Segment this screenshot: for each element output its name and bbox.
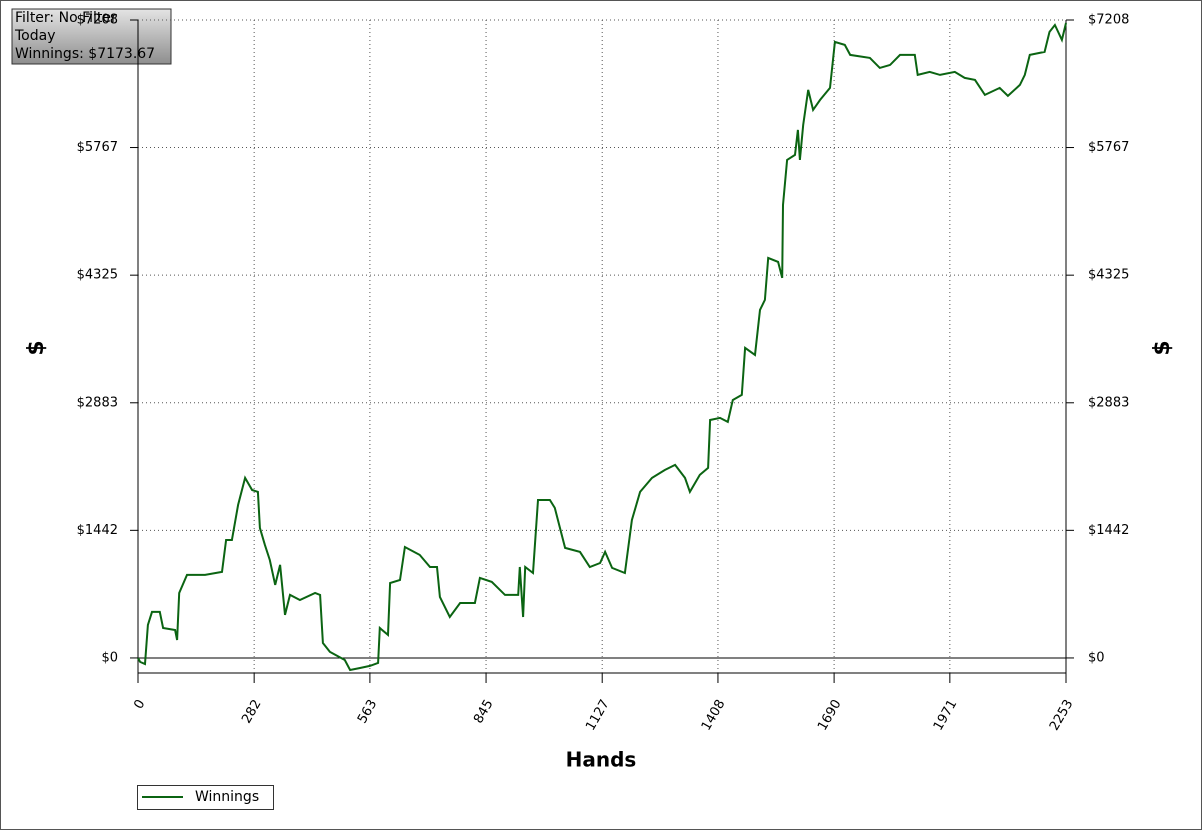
y-tick-label: $7208 (77, 13, 118, 28)
annotation-box: Filter: No Filter Today Winnings: $7173.… (11, 8, 172, 65)
series-line (137, 22, 1067, 672)
y-axis-title: $ (24, 340, 49, 355)
y2-tick-label: $4325 (1088, 268, 1129, 283)
legend-label: Winnings (195, 789, 259, 805)
x-axis-title: Hands (566, 748, 637, 772)
y-tick-label: $5767 (77, 140, 118, 155)
annotation: Filter: No Filter (15, 10, 117, 26)
y2-tick-label: $2883 (1088, 395, 1129, 410)
annotation: Today (14, 28, 56, 44)
annotation: Winnings: $7173.67 (15, 46, 155, 62)
legend (137, 785, 274, 810)
y-tick-label: $0 (101, 650, 118, 665)
y-tick-label: $1442 (77, 523, 118, 538)
y2-tick-label: $0 (1088, 650, 1105, 665)
annotation-bg (11, 8, 172, 65)
y2-tick-label: $7208 (1088, 13, 1129, 28)
y2-tick-label: $1442 (1088, 523, 1129, 538)
y2-tick-label: $5767 (1088, 140, 1129, 155)
y-tick-label: $4325 (77, 268, 118, 283)
y-tick-label: $2883 (77, 395, 118, 410)
y2-axis-title: $ (1150, 340, 1175, 355)
